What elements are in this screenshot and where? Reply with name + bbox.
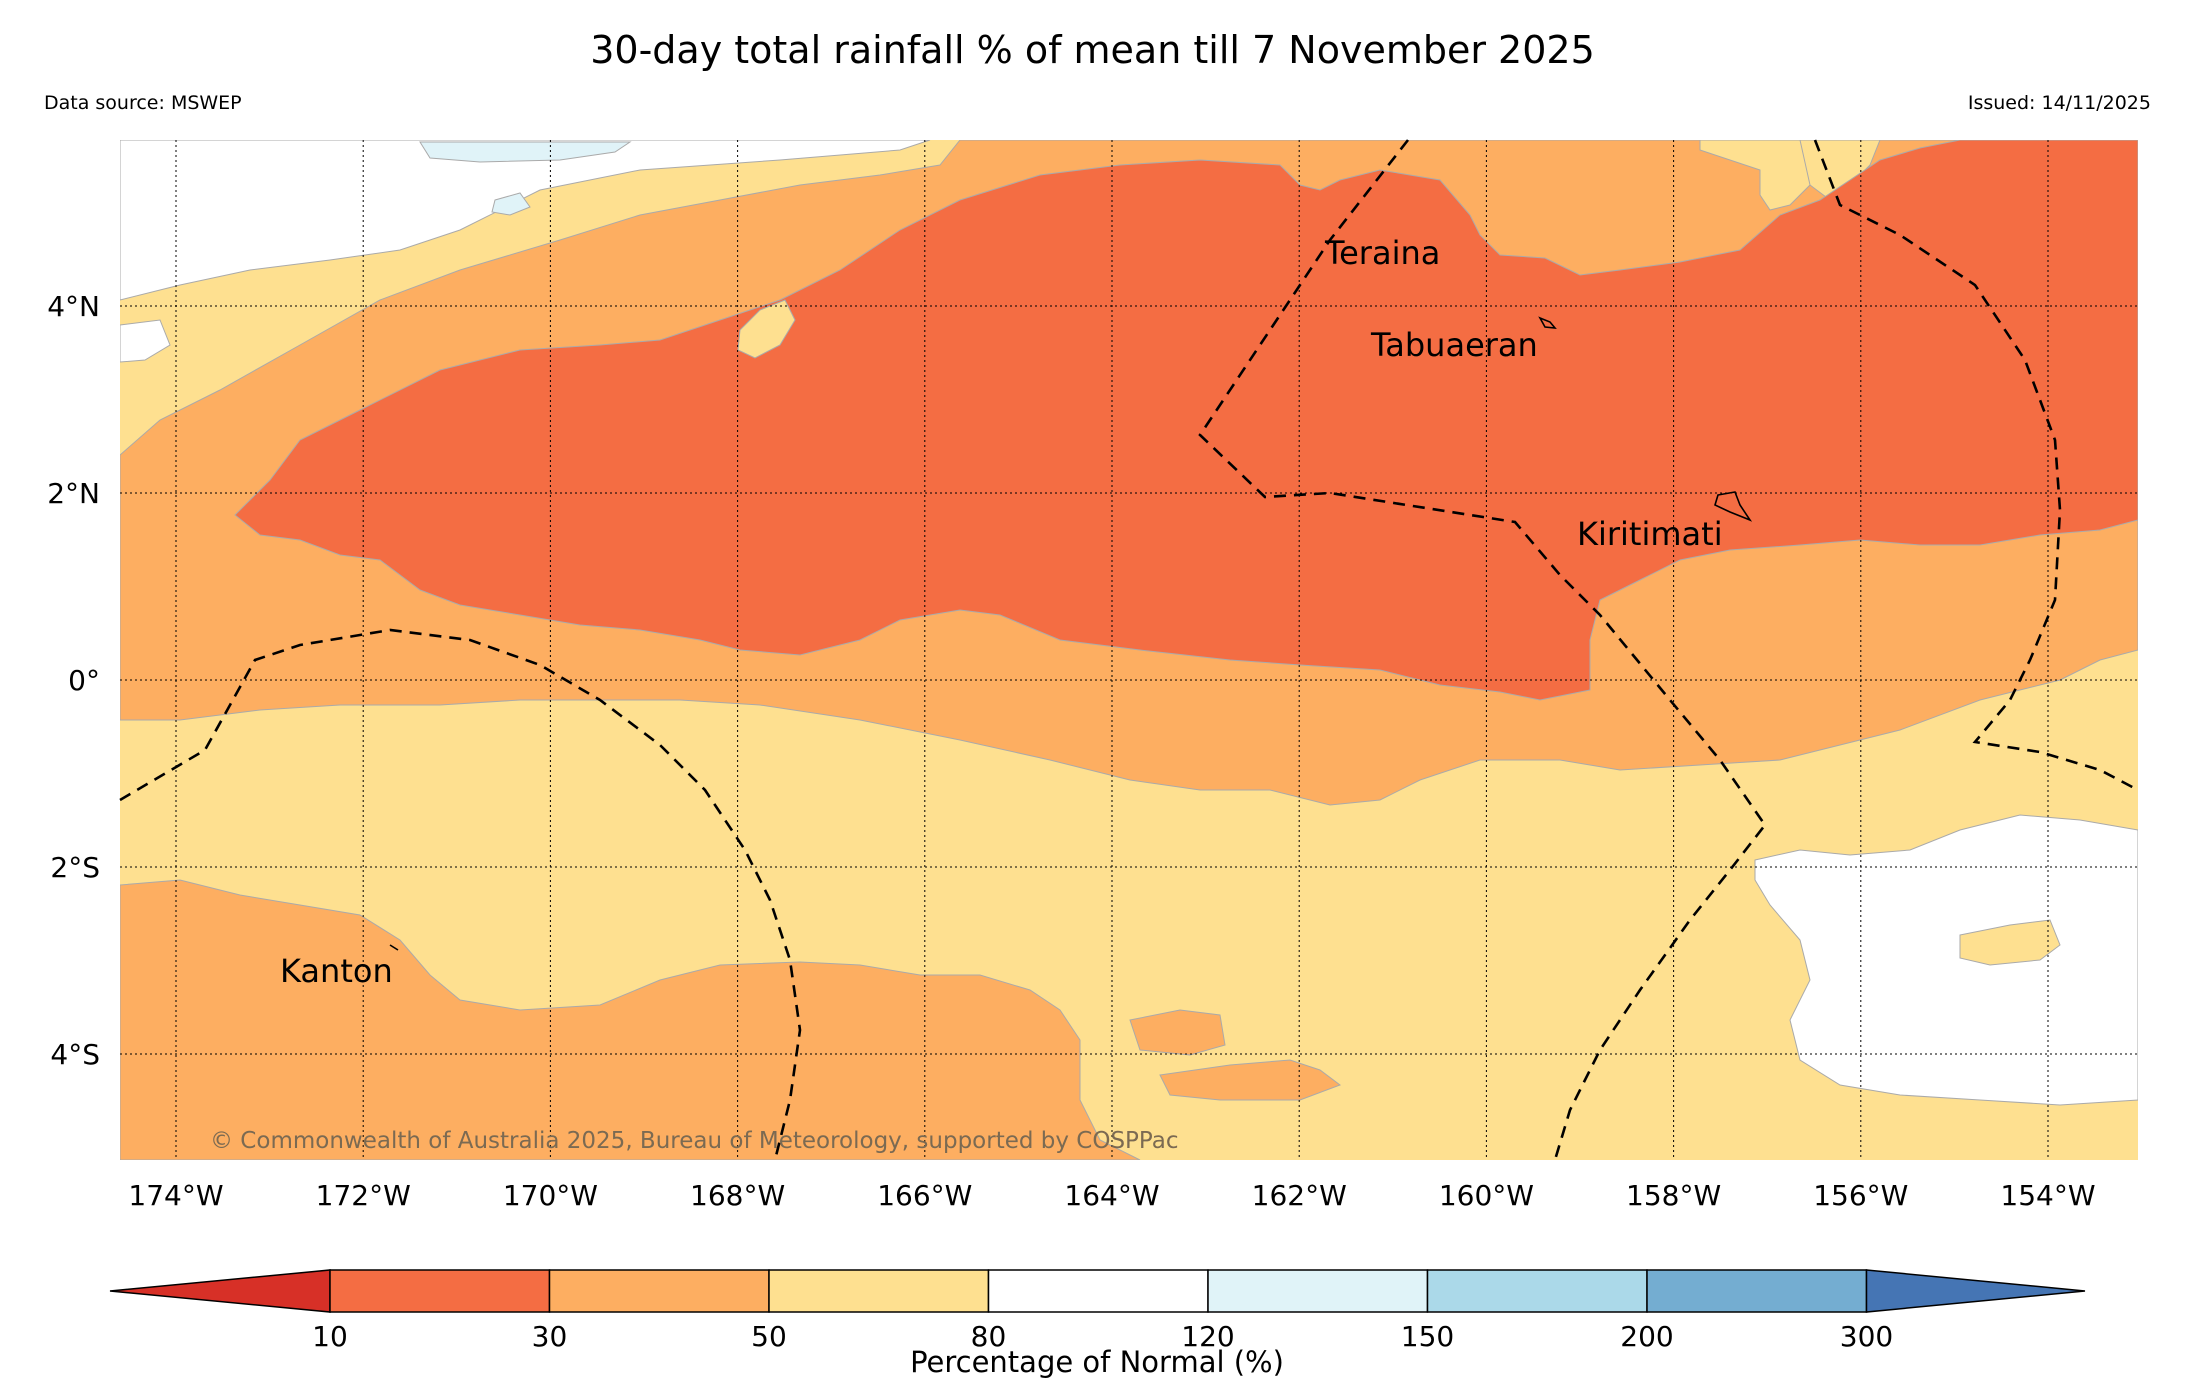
data-source: Data source: MSWEP [44,92,242,114]
copyright-notice: © Commonwealth of Australia 2025, Bureau… [210,1128,1179,1154]
map-title: 30-day total rainfall % of mean till 7 N… [590,28,1595,72]
colorbar-extend-low [109,1269,331,1313]
zone-50-80-se-islet [1959,919,2061,966]
colorbar-swatch [1207,1269,1429,1313]
longitude-label: 158°W [1626,1179,1721,1212]
zone-80-120-southeast [1754,814,2138,1106]
colorbar-tick-label: 300 [1840,1320,1893,1353]
colorbar-title: Percentage of Normal (%) [910,1345,1284,1379]
longitude-label: 164°W [1064,1179,1159,1212]
label-kanton: Kanton [280,952,393,990]
zone-120-150-north [419,141,632,163]
colorbar-swatch [1646,1269,1868,1313]
island-kiritimati [1714,491,1753,522]
eez-boundaries [119,139,2139,1161]
colorbar-swatch [987,1269,1209,1313]
colorbar-extend-high [1865,1269,2086,1313]
longitude-label: 166°W [877,1179,972,1212]
latitude-label: 2°N [47,477,100,510]
zone-10-30-main [234,140,2138,701]
zone-80-120-north [120,140,931,301]
zone-30-50-south [120,879,1141,1160]
colorbar-swatch [329,1269,551,1313]
longitude-label: 168°W [690,1179,785,1212]
eez-line-east [1813,139,2139,792]
zone-80-120-west [120,319,171,363]
longitude-labels: 174°W 172°W 170°W 168°W 166°W 164°W 162°W 160°W… [128,1179,2095,1212]
gridlines [120,140,2138,1160]
colorbar-tick-label: 10 [312,1320,348,1353]
latitude-labels: 4°N 2°N 0° 2°S 4°S [47,290,100,1071]
longitude-label: 162°W [1252,1179,1347,1212]
longitude-label: 156°W [1813,1179,1908,1212]
island-tabuaeran [1538,316,1557,329]
colorbar-swatch [548,1269,770,1313]
latitude-label: 4°S [50,1038,100,1071]
eez-line-phoenix [119,628,802,1161]
longitude-label: 172°W [316,1179,411,1212]
zone-50-80-islet [737,299,796,359]
label-teraina: Teraina [1324,234,1440,272]
label-kiritimati: Kiritimati [1577,515,1723,553]
colorbar-tick-label: 30 [532,1320,568,1353]
islands [389,316,1753,951]
zone-120-150-islet [491,192,531,216]
map-layers [120,140,2138,1160]
colorbar-tick-label: 50 [751,1320,787,1353]
colorbar-tick-label: 200 [1620,1320,1673,1353]
latitude-label: 2°S [50,851,100,884]
zone-30-50-south-islet2 [1159,1059,1342,1101]
issued-date: Issued: 14/11/2025 [1967,92,2151,114]
zone-30-50-south-islet [1129,1009,1226,1056]
latitude-label: 0° [68,664,100,697]
colorbar-tick-label: 150 [1401,1320,1454,1353]
longitude-label: 170°W [503,1179,598,1212]
longitude-label: 154°W [2000,1179,2095,1212]
island-kanton [389,944,399,951]
latitude-label: 4°N [47,290,100,323]
colorbar-tick-label: 80 [971,1320,1007,1353]
colorbar-tick-label: 120 [1181,1320,1234,1353]
longitude-label: 160°W [1439,1179,1534,1212]
label-tabuaeran: Tabuaeran [1370,326,1538,364]
longitude-label: 174°W [128,1179,223,1212]
colorbar-swatch [1426,1269,1648,1313]
colorbar-swatch [768,1269,990,1313]
eez-line-line-islands-north [1198,139,1767,1161]
